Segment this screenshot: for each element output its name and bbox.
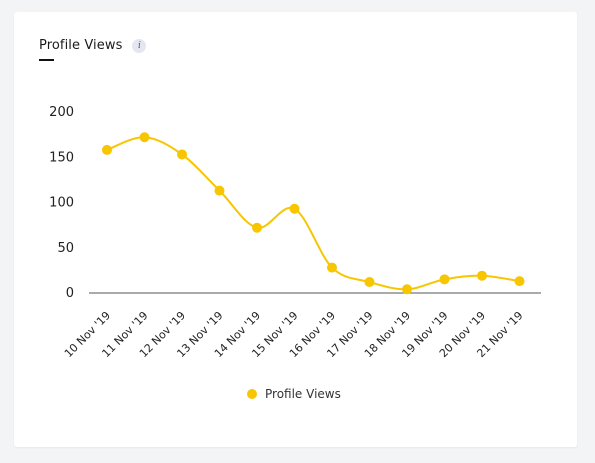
- data-point-5[interactable]: [289, 203, 300, 214]
- data-point-9[interactable]: [439, 274, 450, 285]
- data-point-7[interactable]: [364, 277, 375, 288]
- data-point-8[interactable]: [402, 284, 412, 295]
- y-tick-label: 200: [49, 105, 74, 120]
- data-point-1[interactable]: [139, 132, 150, 143]
- data-point-10[interactable]: [477, 270, 487, 281]
- y-tick-label: 0: [66, 286, 74, 301]
- data-point-3[interactable]: [214, 185, 225, 196]
- y-tick-label: 150: [49, 150, 74, 165]
- info-icon[interactable]: i: [132, 38, 147, 53]
- card-title: Profile Views: [39, 38, 123, 53]
- title-underline: [39, 59, 54, 61]
- series-line: [106, 136, 520, 291]
- chart-legend[interactable]: Profile Views: [247, 387, 341, 401]
- legend-label: Profile Views: [265, 387, 341, 401]
- profile-views-card: Profile Views i 0 50 100 150 200 10 Nov '19 1…: [14, 12, 577, 447]
- y-tick-label: 100: [49, 196, 74, 211]
- series-points: [102, 132, 525, 295]
- y-axis-ticks: 0 50 100 150 200: [49, 105, 74, 301]
- data-point-11[interactable]: [514, 276, 525, 287]
- data-point-2[interactable]: [177, 149, 187, 160]
- card-header: Profile Views i: [39, 38, 147, 53]
- legend-marker: [247, 389, 257, 399]
- data-point-6[interactable]: [327, 262, 337, 273]
- data-point-4[interactable]: [252, 222, 262, 233]
- y-tick-label: 50: [57, 241, 74, 256]
- data-point-0[interactable]: [102, 144, 112, 155]
